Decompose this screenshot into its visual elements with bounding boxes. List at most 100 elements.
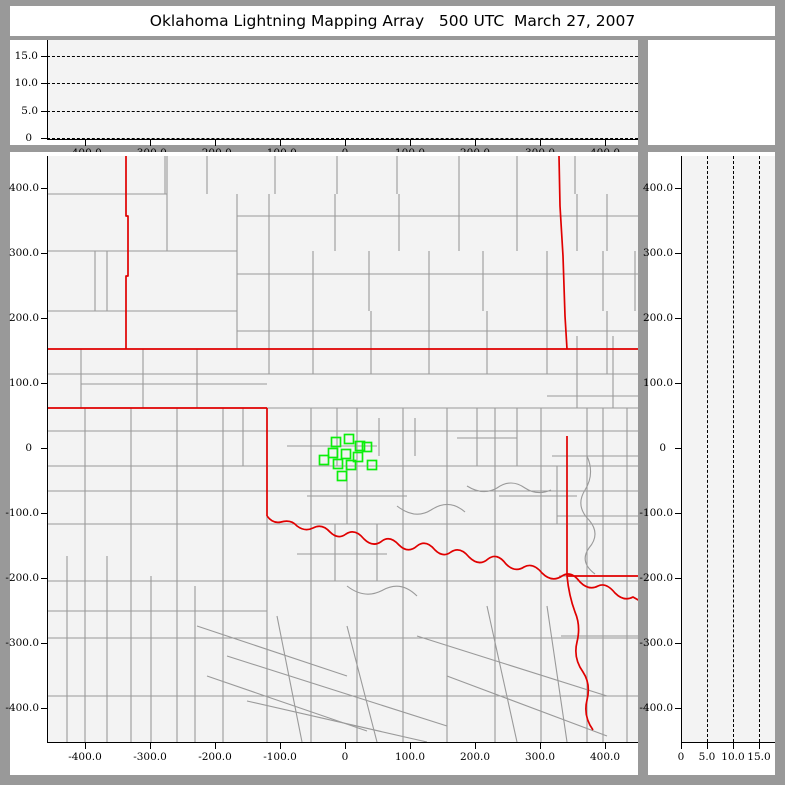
map-y-tick-200 bbox=[41, 318, 48, 320]
map-y-label--100: -100.0 bbox=[5, 507, 39, 519]
state-borders bbox=[47, 156, 638, 731]
map-y-tick--300 bbox=[41, 643, 48, 645]
map-x-label--300: -300.0 bbox=[133, 751, 167, 763]
map-x-tick--100 bbox=[280, 742, 282, 749]
map-y-label-100: 100.0 bbox=[8, 377, 39, 389]
height-north-panel: 400.0 300.0 200.0 100.0 0 -100.0 -200.0 … bbox=[639, 152, 775, 775]
map-y-label-400: 400.0 bbox=[8, 182, 39, 194]
y-tick--100 bbox=[675, 513, 682, 515]
y-label--400: -400.0 bbox=[639, 702, 673, 714]
gridline-x-10 bbox=[733, 156, 734, 742]
map-x-label-0: 0 bbox=[341, 751, 349, 763]
map-y-tick-400 bbox=[41, 188, 48, 190]
y-label-0: 0 bbox=[659, 442, 666, 454]
x-tick-0 bbox=[681, 742, 683, 749]
y-tick-label-0: 0 bbox=[25, 132, 32, 144]
x-tick-100 bbox=[410, 139, 412, 146]
gridline-y-15 bbox=[47, 56, 638, 57]
y-tick-0 bbox=[41, 138, 48, 140]
lightning-marker bbox=[332, 458, 344, 470]
map-y-tick--200 bbox=[41, 578, 48, 580]
map-geography bbox=[47, 156, 638, 742]
map-x-label-400: 400.0 bbox=[589, 751, 621, 763]
y-tick-label-15: 15.0 bbox=[14, 50, 38, 62]
y-tick-10 bbox=[41, 83, 48, 85]
y-tick-label-10: 10.0 bbox=[14, 77, 38, 89]
y-label-100: 100.0 bbox=[642, 377, 673, 389]
title-bar: Oklahoma Lightning Mapping Array 500 UTC… bbox=[10, 6, 775, 36]
x-label-5: 5.0 bbox=[698, 751, 716, 763]
x-tick--300 bbox=[150, 139, 152, 146]
gridline-y-10 bbox=[47, 83, 638, 84]
map-x-tick--400 bbox=[85, 742, 87, 749]
y-tick--300 bbox=[675, 643, 682, 645]
lightning-marker bbox=[336, 470, 348, 482]
lightning-marker bbox=[340, 448, 352, 460]
gridline-x-5 bbox=[707, 156, 708, 742]
map-x-tick-200 bbox=[475, 742, 477, 749]
map-y-tick-0 bbox=[41, 448, 48, 450]
x-tick-200 bbox=[475, 139, 477, 146]
map-x-label-300: 300.0 bbox=[524, 751, 556, 763]
x-tick--200 bbox=[215, 139, 217, 146]
x-tick-300 bbox=[540, 139, 542, 146]
y-label--300: -300.0 bbox=[639, 637, 673, 649]
map-x-label-200: 200.0 bbox=[459, 751, 491, 763]
map-y-label-200: 200.0 bbox=[8, 312, 39, 324]
map-y-label--400: -400.0 bbox=[5, 702, 39, 714]
y-tick--400 bbox=[675, 708, 682, 710]
lightning-marker bbox=[327, 447, 339, 459]
blank-panel bbox=[648, 40, 775, 145]
page-title: Oklahoma Lightning Mapping Array 500 UTC… bbox=[149, 12, 636, 30]
plot-background bbox=[681, 156, 775, 742]
y-tick-0 bbox=[675, 448, 682, 450]
x-axis-line bbox=[681, 742, 775, 744]
map-y-tick-300 bbox=[41, 253, 48, 255]
x-tick-15 bbox=[759, 742, 761, 749]
map-y-label--300: -300.0 bbox=[5, 637, 39, 649]
lightning-marker bbox=[343, 433, 355, 445]
gridline-x-15 bbox=[759, 156, 760, 742]
x-tick-400 bbox=[605, 139, 607, 146]
lightning-marker bbox=[354, 440, 366, 452]
x-axis-line bbox=[47, 139, 638, 141]
x-tick--400 bbox=[85, 139, 87, 146]
map-x-axis-line bbox=[47, 742, 638, 744]
gridline-y-0 bbox=[47, 138, 638, 139]
plan-view-map-panel: 400.0 300.0 200.0 100.0 0 -100.0 -200.0 … bbox=[5, 152, 638, 775]
map-y-label-300: 300.0 bbox=[8, 247, 39, 259]
plot-background bbox=[47, 40, 638, 139]
map-x-label--200: -200.0 bbox=[198, 751, 232, 763]
map-y-tick--400 bbox=[41, 708, 48, 710]
x-tick-5 bbox=[707, 742, 709, 749]
lightning-sources bbox=[318, 433, 378, 482]
y-label--100: -100.0 bbox=[639, 507, 673, 519]
map-x-tick-0 bbox=[345, 742, 347, 749]
y-axis-line bbox=[47, 40, 49, 139]
map-x-tick-400 bbox=[605, 742, 607, 749]
map-x-tick--200 bbox=[215, 742, 217, 749]
map-y-tick-100 bbox=[41, 383, 48, 385]
time-height-panel: 0 5.0 10.0 15.0 -400.0 -300.0 -200.0 -10… bbox=[10, 40, 638, 159]
y-label-300: 300.0 bbox=[642, 247, 673, 259]
x-tick-10 bbox=[733, 742, 735, 749]
y-tick-label-5: 5.0 bbox=[21, 105, 38, 117]
x-label-0: 0 bbox=[677, 751, 685, 763]
lightning-marker bbox=[366, 459, 378, 471]
lightning-marker bbox=[318, 454, 330, 466]
lightning-marker bbox=[352, 451, 364, 463]
y-tick-100 bbox=[675, 383, 682, 385]
y-label--200: -200.0 bbox=[639, 572, 673, 584]
map-y-label--200: -200.0 bbox=[5, 572, 39, 584]
y-label-400: 400.0 bbox=[642, 182, 673, 194]
y-tick-400 bbox=[675, 188, 682, 190]
x-label-15: 15.0 bbox=[747, 751, 771, 763]
map-x-label-100: 100.0 bbox=[394, 751, 426, 763]
map-x-label--400: -400.0 bbox=[68, 751, 102, 763]
y-tick-300 bbox=[675, 253, 682, 255]
y-tick--200 bbox=[675, 578, 682, 580]
y-label-200: 200.0 bbox=[642, 312, 673, 324]
map-x-tick--300 bbox=[150, 742, 152, 749]
map-x-tick-300 bbox=[540, 742, 542, 749]
